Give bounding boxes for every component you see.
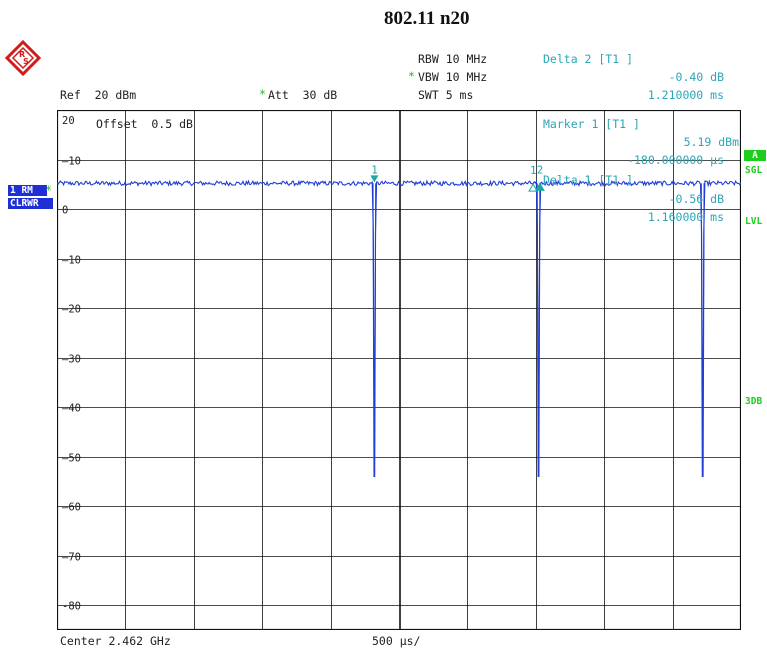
marker-triangle xyxy=(528,183,538,192)
center-frequency-label: Center 2.462 GHz xyxy=(60,634,171,648)
delta2-label: Delta 2 [T1 ] xyxy=(543,52,634,66)
y-tick-label: –70 xyxy=(62,552,81,564)
ref-level-label: Ref 20 dBm xyxy=(60,88,137,102)
y-tick-label: –40 xyxy=(62,403,81,415)
marker-label: 1 xyxy=(371,164,377,176)
marker-triangle xyxy=(535,182,545,191)
y-tick-label: –10 xyxy=(62,156,81,168)
trace-star: * xyxy=(45,183,52,197)
marker1-time: -180.000000 µs xyxy=(627,153,724,167)
rs-logo: R S xyxy=(5,40,41,76)
marker1-label: Marker 1 [T1 ] xyxy=(543,117,640,131)
y-tick-label: 0 xyxy=(62,205,68,217)
trace-dip xyxy=(700,183,705,478)
trace-dip xyxy=(536,183,541,478)
lvl-label: LVL xyxy=(745,216,763,227)
delta2-level: -0.40 dB xyxy=(668,70,724,84)
tick-labels: 20 –10 0 –10 –20 –30 –40 –50 –60 –70 -80 xyxy=(62,115,81,613)
marker1-level: 5.19 dBm xyxy=(683,135,739,149)
trace-mode-badge: 1 RM xyxy=(8,185,47,196)
delta1-time: 1.160000 ms xyxy=(647,210,724,224)
svg-text:S: S xyxy=(23,57,29,66)
y-tick-label: –30 xyxy=(62,354,81,366)
trace-dip xyxy=(372,183,377,478)
chart-title: 802.11 n20 xyxy=(384,8,470,29)
y-tick-label: –60 xyxy=(62,502,81,514)
time-per-division-label: 500 µs/ xyxy=(372,634,421,648)
vbw-label: VBW 10 MHz xyxy=(418,70,488,84)
swt-label: SWT 5 ms xyxy=(418,88,474,102)
delta1-label: Delta 1 [T1 ] xyxy=(543,173,634,187)
trace xyxy=(57,179,741,478)
delta1-level: -0.56 dB xyxy=(668,192,724,206)
3db-label: 3DB xyxy=(745,396,763,407)
sgl-label: SGL xyxy=(745,165,763,176)
marker-triangle xyxy=(370,175,379,183)
y-tick-label: –50 xyxy=(62,453,81,465)
offset-label: Offset 0.5 dB xyxy=(96,117,193,131)
y-tick-label: -80 xyxy=(62,601,81,613)
vbw-star: * xyxy=(408,69,415,83)
marker-label: 2 xyxy=(537,164,543,176)
plot-border xyxy=(57,110,741,630)
grid xyxy=(57,110,741,630)
clrwr-badge: CLRWR xyxy=(8,198,53,209)
y-tick-label: 20 xyxy=(62,115,75,127)
delta2-time: 1.210000 ms xyxy=(647,88,724,102)
svg-text:R: R xyxy=(19,50,25,59)
trace-a-badge: A xyxy=(744,150,766,161)
trace-line xyxy=(57,179,741,477)
rbw-label: RBW 10 MHz xyxy=(418,52,488,66)
attenuation-label: Att 30 dB xyxy=(268,88,338,102)
marker-label: 1 xyxy=(530,165,536,177)
y-tick-label: –10 xyxy=(62,255,81,267)
y-tick-label: –20 xyxy=(62,304,81,316)
att-star: * xyxy=(259,87,266,101)
